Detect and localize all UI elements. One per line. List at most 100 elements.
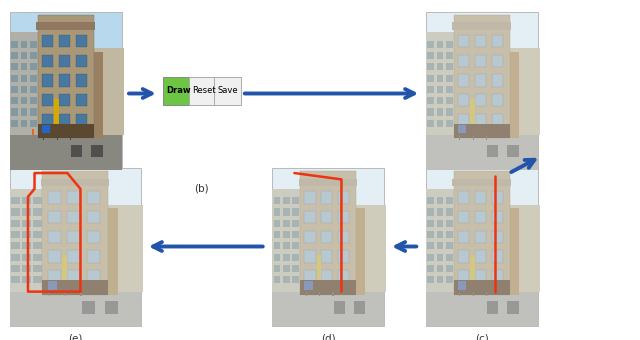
FancyBboxPatch shape: [30, 74, 37, 82]
FancyBboxPatch shape: [214, 77, 241, 105]
FancyBboxPatch shape: [76, 94, 87, 106]
FancyBboxPatch shape: [492, 114, 503, 126]
FancyBboxPatch shape: [427, 276, 434, 284]
FancyBboxPatch shape: [305, 191, 316, 204]
FancyBboxPatch shape: [436, 220, 444, 227]
FancyBboxPatch shape: [33, 254, 42, 261]
FancyBboxPatch shape: [41, 179, 109, 186]
FancyBboxPatch shape: [426, 292, 538, 326]
FancyBboxPatch shape: [492, 250, 503, 263]
FancyBboxPatch shape: [10, 189, 46, 292]
FancyBboxPatch shape: [47, 211, 61, 223]
FancyBboxPatch shape: [446, 208, 453, 216]
FancyBboxPatch shape: [321, 211, 333, 223]
FancyBboxPatch shape: [338, 191, 349, 204]
FancyBboxPatch shape: [508, 301, 518, 314]
FancyBboxPatch shape: [22, 197, 31, 204]
FancyBboxPatch shape: [67, 270, 81, 283]
FancyBboxPatch shape: [33, 208, 42, 216]
FancyBboxPatch shape: [427, 52, 434, 59]
FancyBboxPatch shape: [22, 208, 31, 216]
FancyBboxPatch shape: [47, 250, 61, 263]
FancyBboxPatch shape: [108, 208, 118, 295]
FancyBboxPatch shape: [30, 63, 37, 70]
FancyBboxPatch shape: [22, 265, 31, 272]
FancyBboxPatch shape: [49, 292, 51, 296]
FancyBboxPatch shape: [446, 220, 453, 227]
FancyBboxPatch shape: [42, 74, 53, 87]
FancyBboxPatch shape: [492, 231, 503, 243]
FancyBboxPatch shape: [446, 242, 453, 250]
FancyBboxPatch shape: [436, 254, 444, 261]
FancyBboxPatch shape: [10, 292, 141, 326]
FancyBboxPatch shape: [458, 125, 467, 133]
FancyBboxPatch shape: [32, 129, 34, 135]
FancyBboxPatch shape: [305, 281, 313, 290]
FancyBboxPatch shape: [305, 270, 316, 283]
FancyBboxPatch shape: [10, 168, 141, 326]
FancyBboxPatch shape: [93, 52, 102, 138]
FancyBboxPatch shape: [11, 74, 18, 82]
FancyBboxPatch shape: [273, 197, 280, 204]
FancyBboxPatch shape: [454, 280, 509, 295]
FancyBboxPatch shape: [305, 211, 316, 223]
FancyBboxPatch shape: [446, 265, 453, 272]
FancyBboxPatch shape: [20, 74, 28, 82]
FancyBboxPatch shape: [458, 94, 469, 106]
FancyBboxPatch shape: [42, 35, 53, 47]
FancyBboxPatch shape: [446, 86, 453, 93]
FancyBboxPatch shape: [492, 35, 503, 47]
FancyBboxPatch shape: [504, 48, 540, 135]
FancyBboxPatch shape: [101, 205, 143, 292]
FancyBboxPatch shape: [76, 35, 87, 47]
FancyBboxPatch shape: [20, 41, 28, 48]
FancyBboxPatch shape: [427, 63, 434, 70]
FancyBboxPatch shape: [12, 220, 19, 227]
FancyBboxPatch shape: [30, 41, 37, 48]
FancyBboxPatch shape: [475, 250, 486, 263]
FancyBboxPatch shape: [427, 208, 434, 216]
FancyBboxPatch shape: [436, 231, 444, 238]
FancyBboxPatch shape: [11, 108, 18, 116]
FancyBboxPatch shape: [446, 231, 453, 238]
FancyBboxPatch shape: [273, 265, 280, 272]
FancyBboxPatch shape: [321, 191, 333, 204]
FancyBboxPatch shape: [306, 292, 307, 296]
FancyBboxPatch shape: [509, 52, 518, 138]
FancyBboxPatch shape: [57, 135, 58, 140]
FancyBboxPatch shape: [475, 35, 486, 47]
FancyBboxPatch shape: [67, 250, 81, 263]
FancyBboxPatch shape: [283, 276, 290, 284]
FancyBboxPatch shape: [487, 145, 499, 157]
FancyBboxPatch shape: [436, 86, 444, 93]
FancyBboxPatch shape: [458, 114, 469, 126]
FancyBboxPatch shape: [76, 74, 87, 87]
Text: Reset: Reset: [193, 86, 216, 96]
Text: Draw: Draw: [166, 86, 191, 96]
FancyBboxPatch shape: [42, 94, 53, 106]
FancyBboxPatch shape: [454, 171, 509, 295]
FancyBboxPatch shape: [12, 254, 19, 261]
FancyBboxPatch shape: [42, 125, 51, 133]
FancyBboxPatch shape: [283, 231, 290, 238]
FancyBboxPatch shape: [88, 48, 124, 135]
Text: (b): (b): [195, 184, 209, 194]
FancyBboxPatch shape: [436, 120, 444, 127]
FancyBboxPatch shape: [458, 35, 469, 47]
FancyBboxPatch shape: [87, 211, 100, 223]
FancyBboxPatch shape: [475, 114, 486, 126]
FancyBboxPatch shape: [509, 208, 518, 295]
FancyBboxPatch shape: [492, 94, 503, 106]
FancyBboxPatch shape: [436, 265, 444, 272]
FancyBboxPatch shape: [458, 270, 469, 283]
FancyBboxPatch shape: [33, 242, 42, 250]
FancyBboxPatch shape: [436, 108, 444, 116]
FancyBboxPatch shape: [446, 63, 453, 70]
FancyBboxPatch shape: [454, 123, 509, 138]
FancyBboxPatch shape: [446, 120, 453, 127]
FancyBboxPatch shape: [446, 41, 453, 48]
FancyBboxPatch shape: [321, 231, 333, 243]
FancyBboxPatch shape: [67, 191, 81, 204]
FancyBboxPatch shape: [458, 250, 469, 263]
FancyBboxPatch shape: [22, 220, 31, 227]
